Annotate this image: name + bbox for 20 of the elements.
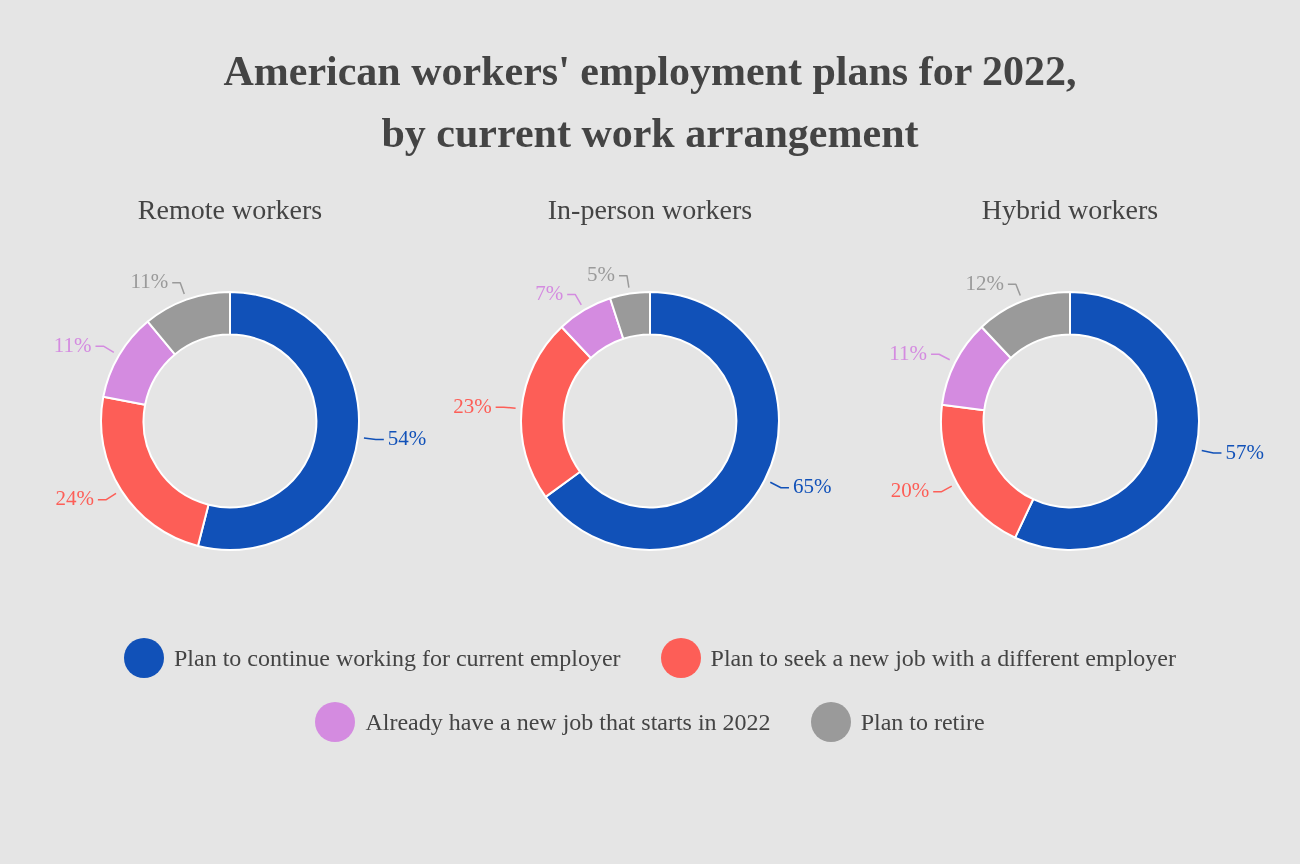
data-label: 57% — [1225, 439, 1264, 464]
data-label: 11% — [53, 332, 92, 357]
chart-title: American workers' employment plans for 2022, by current work arrangement — [222, 47, 1078, 158]
data-label: 11% — [889, 340, 928, 365]
chart-subtitle: Hybrid workers — [980, 194, 1160, 226]
legend-label: Plan to continue working for current employer — [174, 644, 621, 672]
chart-subtitle: In-person workers — [546, 194, 754, 226]
data-label: 20% — [890, 478, 930, 503]
legend-label: Already have a new job that starts in 2022 — [365, 708, 771, 736]
legend-label: Plan to retire — [860, 708, 985, 736]
data-label: 11% — [130, 269, 169, 294]
data-label: 7% — [535, 280, 564, 305]
data-label: 23% — [453, 393, 492, 418]
data-label: 24% — [55, 486, 94, 511]
data-label: 54% — [387, 425, 427, 450]
data-label: 5% — [587, 262, 615, 287]
legend-label: Plan to seek a new job with a different employer — [710, 644, 1176, 672]
data-label: 65% — [792, 474, 832, 499]
data-label: 12% — [965, 270, 1004, 295]
chart-subtitle: Remote workers — [136, 194, 324, 226]
